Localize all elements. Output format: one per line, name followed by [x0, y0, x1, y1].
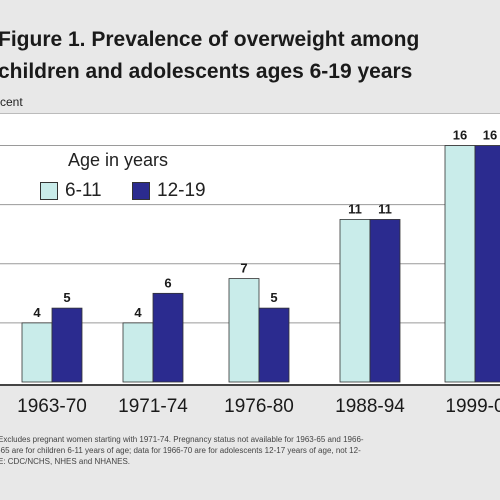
x-tick-label: 1988-94 [335, 396, 405, 417]
bar-value-label: 5 [270, 290, 277, 305]
x-tick-label: 1976-80 [224, 396, 294, 417]
x-tick-label: 1971-74 [118, 396, 188, 417]
bar-value-label: 11 [378, 201, 392, 216]
footnote: Excludes pregnant women starting with 19… [0, 434, 364, 467]
legend-swatch-12-19 [132, 182, 150, 200]
footnote-line: Excludes pregnant women starting with 19… [0, 435, 364, 444]
bar-chart-svg: 4 5 4 6 7 5 11 11 16 16 [0, 128, 500, 383]
plot-area: 4 5 4 6 7 5 11 11 16 16 [0, 113, 500, 386]
bar-12-19 [369, 219, 401, 383]
x-tick-label: 1999-0 [445, 396, 500, 417]
bar-value-label: 16 [483, 128, 497, 143]
legend-swatch-6-11 [40, 182, 58, 200]
bar-12-19 [474, 145, 500, 383]
bar-value-label: 5 [63, 290, 70, 305]
chart-title-line-1: Figure 1. Prevalence of overweight among [0, 28, 420, 51]
x-tick-label: 1963-70 [17, 396, 87, 417]
bar-12-19 [258, 307, 290, 383]
legend-item-6-11: 6-11 [40, 180, 102, 202]
bar-value-label: 4 [134, 305, 142, 320]
bar-6-11 [444, 145, 476, 383]
bar-6-11 [122, 322, 154, 383]
bar-value-label: 6 [164, 275, 171, 290]
bar-6-11 [228, 278, 260, 383]
bar-value-label: 7 [240, 261, 247, 276]
chart-title-line-2: children and adolescents ages 6-19 years [0, 60, 413, 83]
footnote-line: -65 are for children 6-11 years of age; … [0, 446, 361, 455]
bar-12-19 [51, 307, 83, 383]
bar-6-11 [339, 219, 371, 383]
legend-label-12-19: 12-19 [157, 180, 206, 201]
y-axis-label: cent [0, 95, 23, 109]
legend-title: Age in years [68, 150, 169, 170]
legend-label-6-11: 6-11 [65, 180, 102, 201]
footnote-line: E: CDC/NCHS, NHES and NHANES. [0, 457, 131, 466]
bar-value-label: 16 [453, 128, 467, 143]
bar-value-label: 4 [33, 305, 41, 320]
bar-value-label: 11 [348, 201, 362, 216]
bar-12-19 [152, 292, 184, 383]
bar-6-11 [21, 322, 53, 383]
legend-item-12-19: 12-19 [132, 180, 206, 202]
